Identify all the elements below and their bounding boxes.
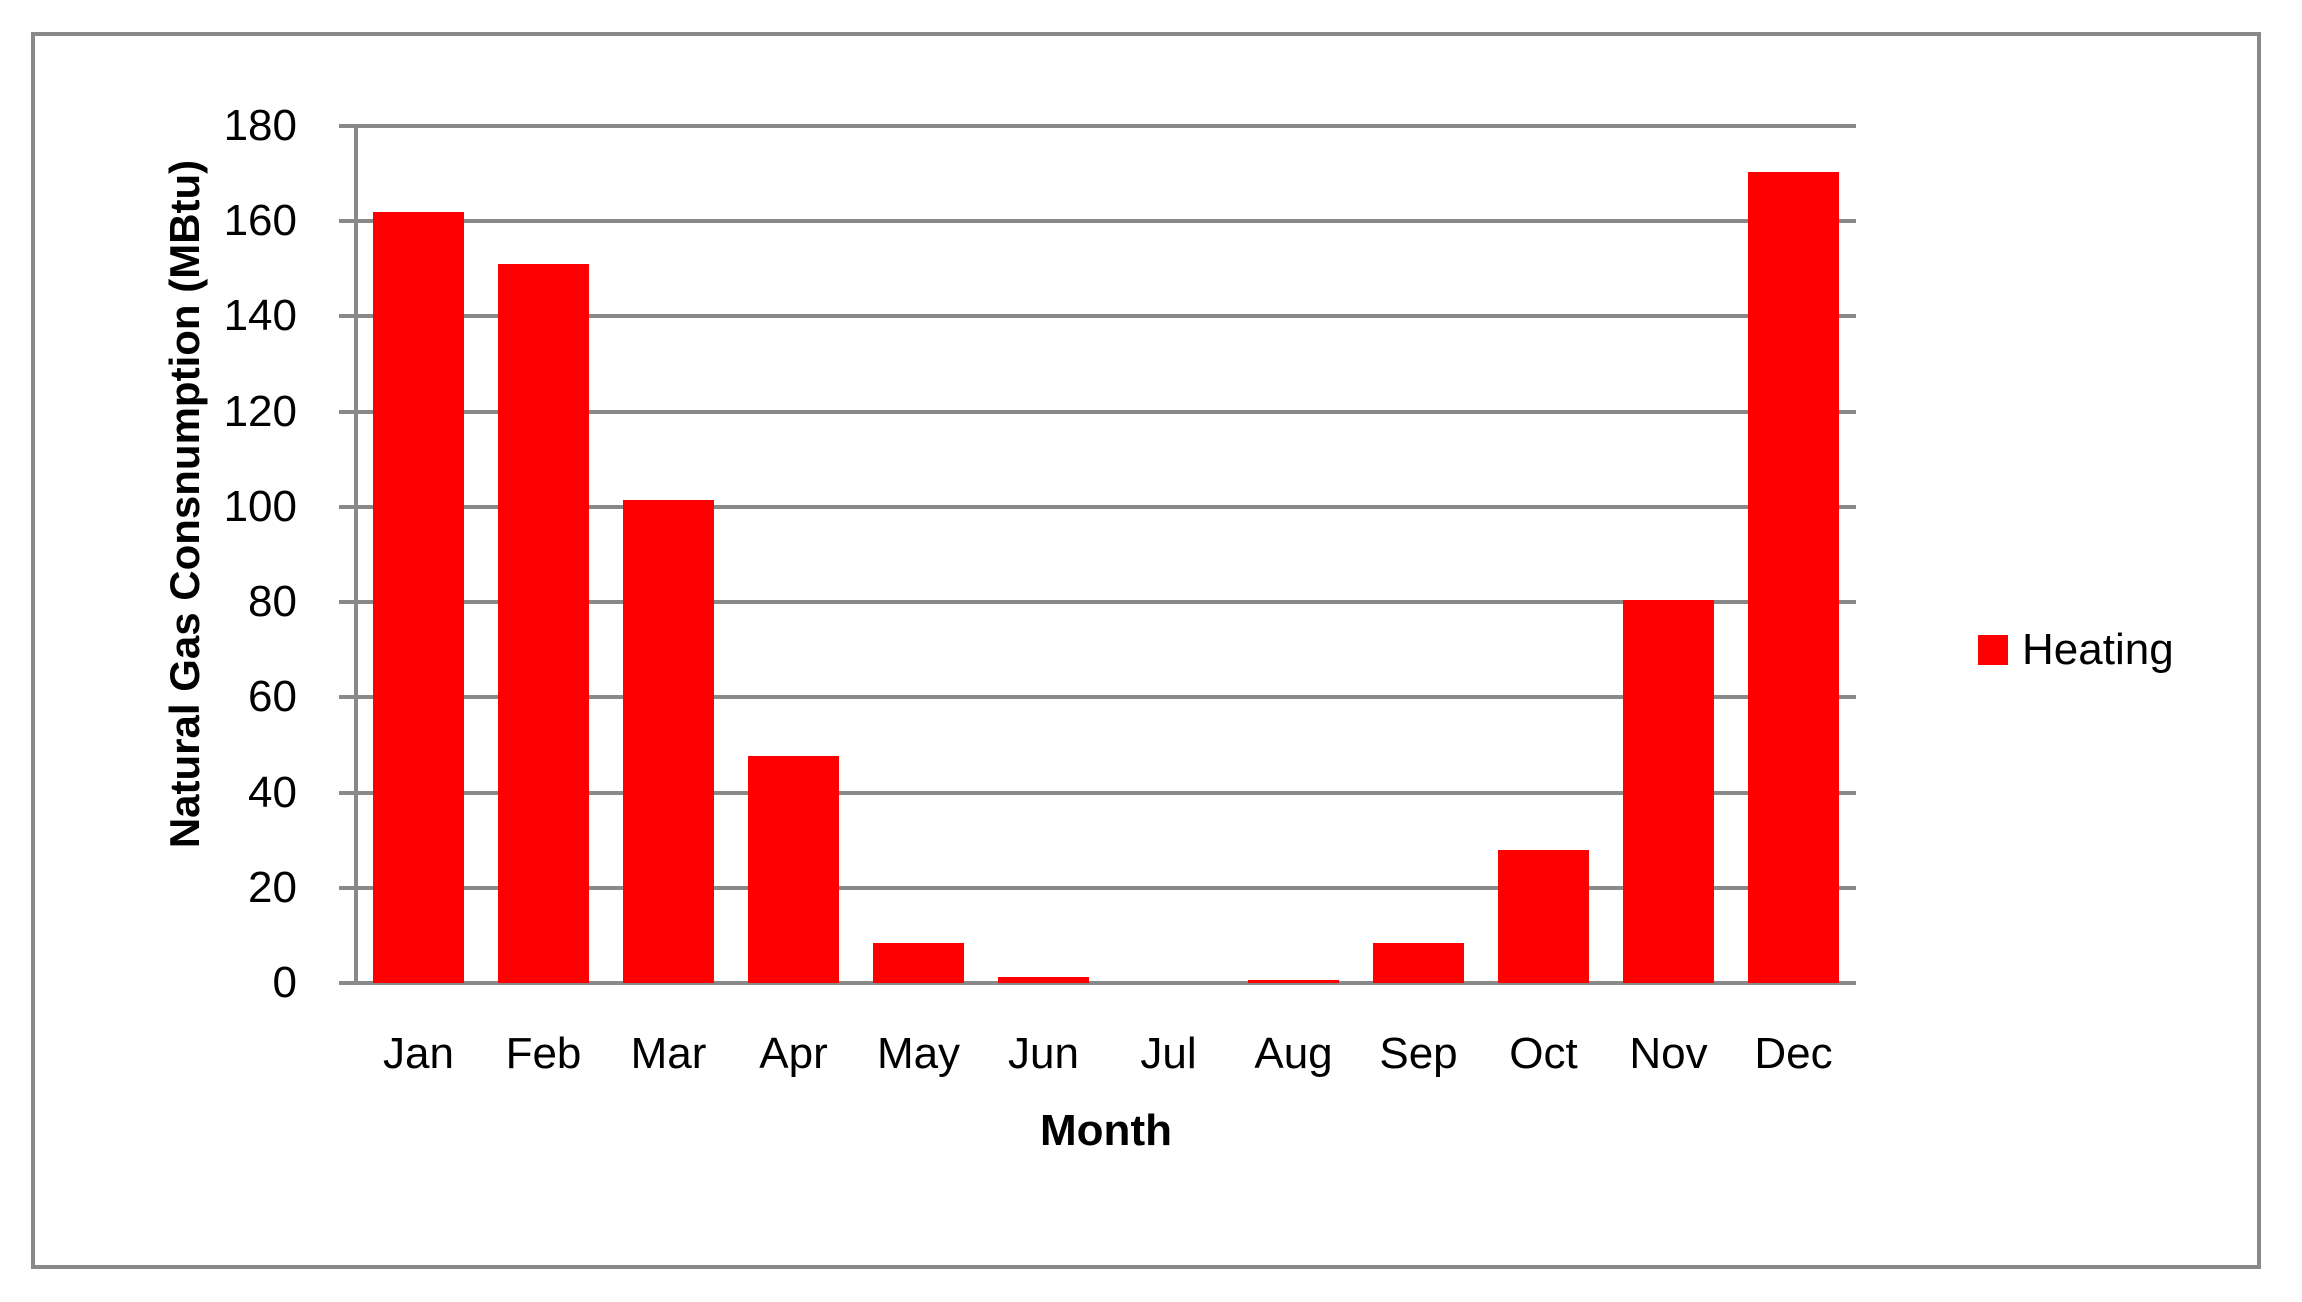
y-tick-label-160: 160 xyxy=(223,196,297,246)
gridline-0 xyxy=(339,981,1856,985)
bar-oct[interactable] xyxy=(1498,850,1589,983)
bar-nov[interactable] xyxy=(1623,600,1714,983)
plot-area xyxy=(339,124,1856,985)
gridline-80 xyxy=(339,600,1856,605)
x-tick-label-nov: Nov xyxy=(1629,1029,1708,1078)
x-tick-label-sep: Sep xyxy=(1379,1029,1458,1078)
x-tick-label-apr: Apr xyxy=(759,1029,828,1078)
gridline-40 xyxy=(339,790,1856,795)
y-tick-label-60: 60 xyxy=(248,672,297,722)
gridline-120 xyxy=(339,409,1856,414)
bar-mar[interactable] xyxy=(623,500,714,983)
legend[interactable]: Heating xyxy=(1978,626,2174,674)
x-tick-label-jun: Jun xyxy=(1008,1029,1079,1078)
x-tick-label-may: May xyxy=(876,1029,961,1078)
y-tick-label-0: 0 xyxy=(272,958,297,1007)
bar-jun[interactable] xyxy=(998,977,1089,983)
bar-apr[interactable] xyxy=(748,756,839,983)
y-tick-label-20: 20 xyxy=(248,862,297,912)
x-tick-label-jul: Jul xyxy=(1140,1029,1197,1078)
x-tick-label-aug: Aug xyxy=(1254,1029,1333,1078)
x-tick-label-feb: Feb xyxy=(505,1029,582,1078)
gridline-160 xyxy=(339,219,1856,224)
bar-feb[interactable] xyxy=(498,264,589,983)
y-tick-label-40: 40 xyxy=(248,767,297,817)
y-tick-label-180: 180 xyxy=(223,101,297,150)
x-axis-title: Month xyxy=(1040,1106,1172,1155)
chart-border-frame xyxy=(31,32,2261,1269)
bar-jan[interactable] xyxy=(373,212,464,983)
legend-label-heating: Heating xyxy=(2022,625,2174,674)
gridline-180 xyxy=(339,124,1856,128)
gridline-100 xyxy=(339,504,1856,509)
y-tick-label-140: 140 xyxy=(223,291,297,341)
bar-sep[interactable] xyxy=(1373,943,1464,983)
y-axis-line xyxy=(354,126,358,985)
x-tick-label-dec: Dec xyxy=(1754,1029,1833,1078)
gridline-140 xyxy=(339,314,1856,319)
y-axis-title: Natural Gas Consnumption (MBtu) xyxy=(161,159,208,849)
y-tick-label-80: 80 xyxy=(248,577,297,627)
gridline-60 xyxy=(339,695,1856,700)
bar-dec[interactable] xyxy=(1748,172,1839,983)
y-tick-label-100: 100 xyxy=(223,481,297,531)
bar-may[interactable] xyxy=(873,943,964,983)
gridline-20 xyxy=(339,885,1856,890)
y-tick-label-120: 120 xyxy=(223,386,297,436)
x-tick-label-oct: Oct xyxy=(1509,1029,1578,1078)
legend-swatch-heating xyxy=(1978,635,2008,665)
x-tick-label-mar: Mar xyxy=(630,1029,707,1078)
x-tick-label-jan: Jan xyxy=(383,1029,454,1078)
bar-aug[interactable] xyxy=(1248,980,1339,983)
